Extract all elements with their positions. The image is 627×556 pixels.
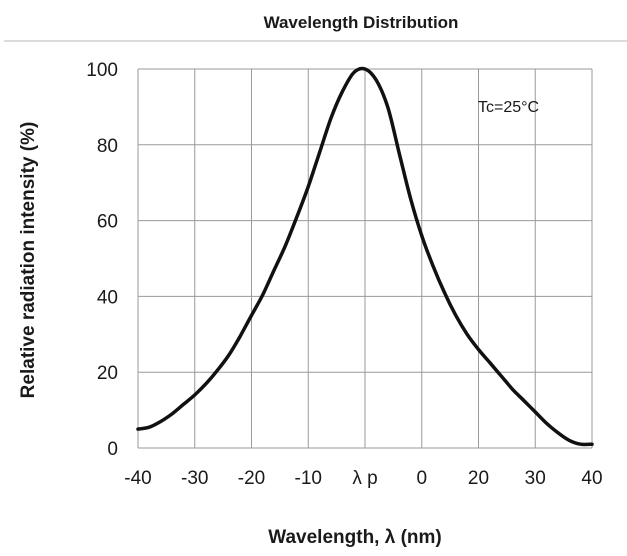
- x-tick-label: -10: [295, 468, 322, 489]
- y-tick-label: 0: [107, 439, 118, 460]
- temperature-annotation: Tc=25°C: [478, 99, 539, 116]
- x-tick-label: 40: [581, 468, 602, 489]
- y-tick-label: 100: [86, 60, 118, 81]
- x-tick-labels: -40 -30 -20 -10 λ p 0 20 30 40: [124, 468, 602, 489]
- x-tick-label: λ p: [352, 468, 377, 489]
- y-tick-label: 40: [97, 287, 118, 308]
- y-axis-label: Relative radiation intensity (%): [18, 122, 39, 399]
- x-tick-label: 0: [416, 468, 427, 489]
- y-tick-label: 20: [97, 363, 118, 384]
- y-tick-label: 80: [97, 136, 118, 157]
- x-tick-label: 30: [525, 468, 546, 489]
- grid-lines: [137, 68, 593, 449]
- y-tick-label: 60: [97, 212, 118, 233]
- series-line: [136, 66, 594, 447]
- x-tick-label: -30: [181, 468, 208, 489]
- x-tick-label: -40: [124, 468, 151, 489]
- x-tick-label: 20: [468, 468, 489, 489]
- y-tick-labels: 0 20 40 60 80 100: [86, 60, 118, 460]
- chart-title: Wavelength Distribution: [264, 13, 459, 32]
- x-tick-label: -20: [238, 468, 265, 489]
- x-axis-label: Wavelength, λ (nm): [268, 527, 441, 548]
